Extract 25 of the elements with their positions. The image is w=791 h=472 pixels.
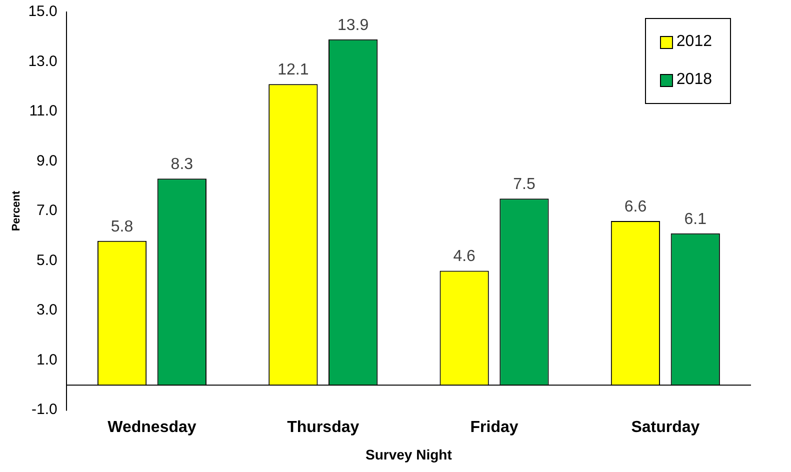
x-tick-label: Saturday [631, 419, 700, 436]
data-label: 6.1 [684, 210, 707, 228]
y-tick-label: 1.0 [36, 351, 58, 368]
data-label: 7.5 [513, 176, 536, 193]
data-label: 13.9 [338, 16, 369, 34]
legend-label: 2012 [676, 33, 712, 51]
y-tick-label: 11.0 [29, 102, 58, 120]
x-tick-label: Thursday [287, 419, 360, 436]
y-tick-label: -1.0 [32, 401, 58, 418]
data-label: 4.6 [453, 248, 476, 266]
data-label: 8.3 [170, 156, 194, 174]
x-tick-label: Friday [470, 419, 518, 436]
y-tick-label: 7.0 [36, 202, 58, 220]
y-tick-label: 3.0 [36, 302, 58, 319]
data-label: 5.8 [110, 218, 134, 236]
data-label: 6.6 [624, 198, 647, 216]
y-axis-title: Percent [10, 190, 23, 232]
y-tick-label: 5.0 [36, 252, 58, 269]
y-tick-label: 15.0 [28, 3, 58, 20]
y-tick-label: 13.0 [28, 52, 58, 70]
x-axis-title: Survey Night [366, 446, 452, 462]
y-tick-label: 9.0 [36, 152, 58, 170]
x-tick-label: Wednesday [108, 419, 196, 436]
legend-label: 2018 [676, 71, 712, 89]
data-label: 12.1 [278, 62, 309, 79]
